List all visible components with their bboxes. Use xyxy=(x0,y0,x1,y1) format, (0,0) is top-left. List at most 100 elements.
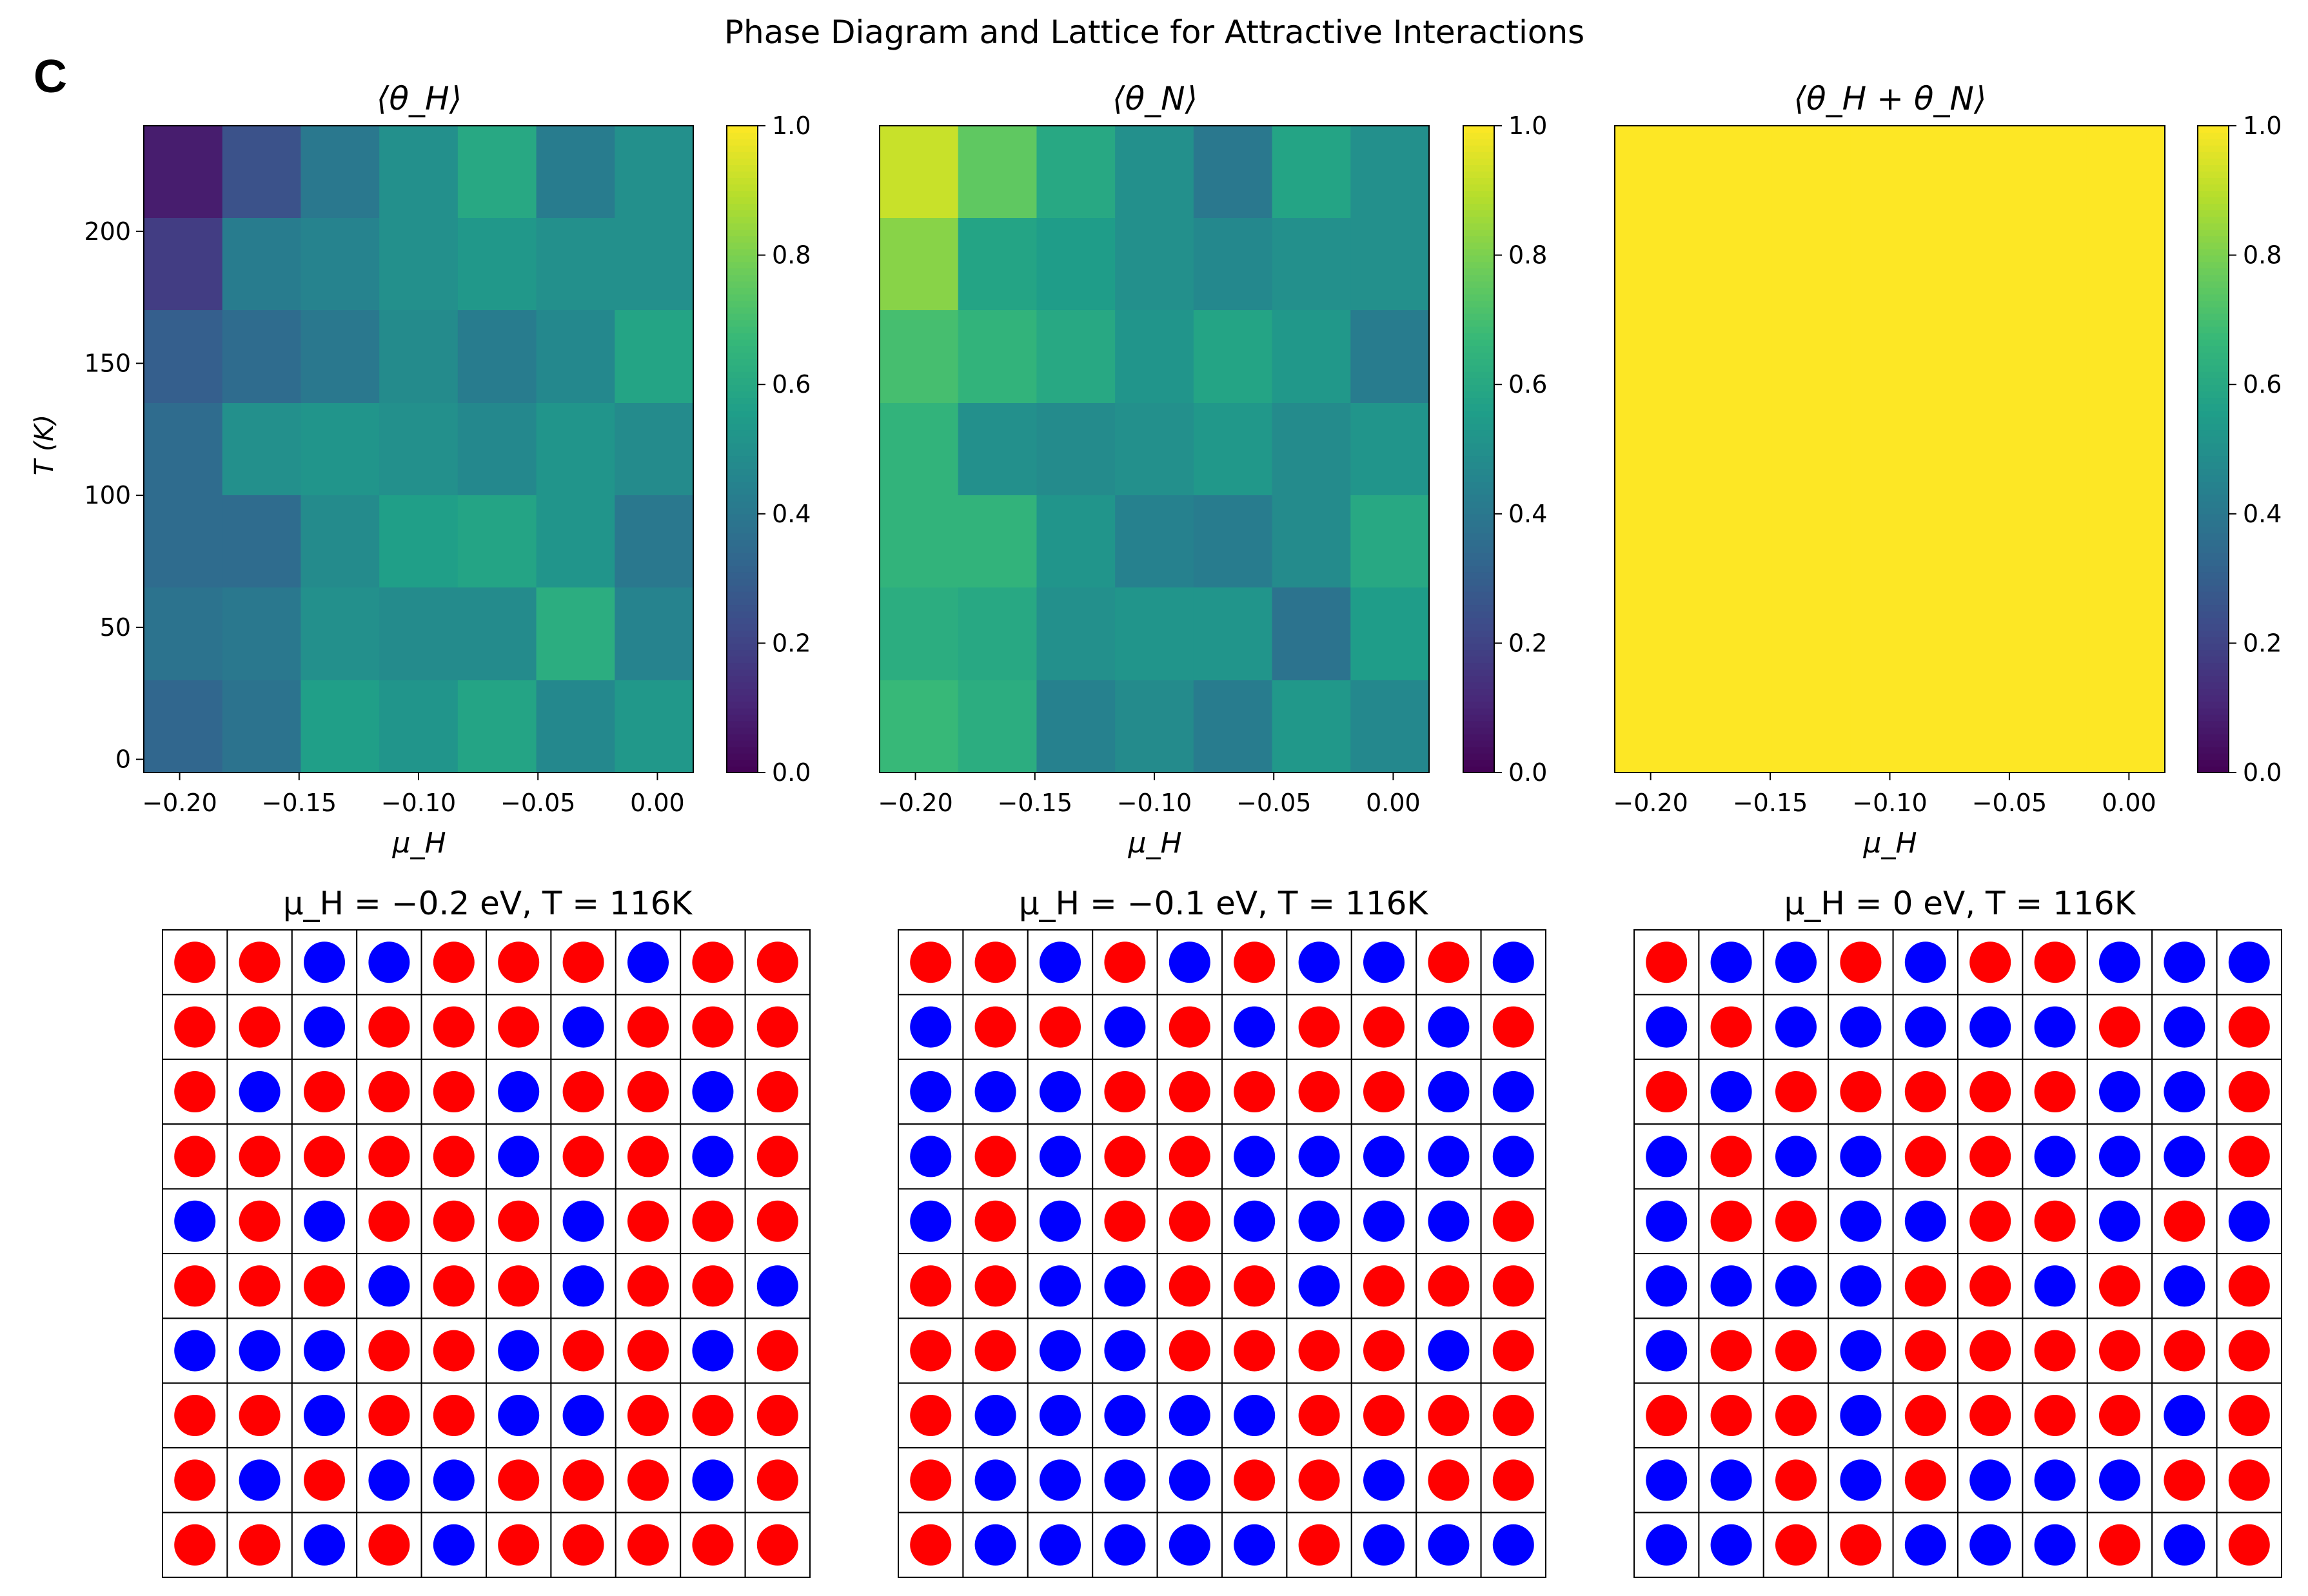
colorbar-segment xyxy=(1463,210,1494,217)
colorbar-segment xyxy=(2198,546,2229,553)
colorbar-segment xyxy=(1463,417,1494,424)
heatmap-cell xyxy=(2086,495,2165,588)
colorbar-segment xyxy=(2198,436,2229,444)
site-n xyxy=(627,941,669,983)
site-n xyxy=(304,1200,345,1242)
site-n xyxy=(2099,1136,2140,1177)
x-tick-label: −0.15 xyxy=(1733,789,1808,817)
heatmap-cell xyxy=(1929,310,2008,404)
lattice-cell xyxy=(744,1447,811,1513)
x-tick-label: −0.05 xyxy=(1972,789,2047,817)
colorbar-segment xyxy=(1463,707,1494,715)
colorbar-segment xyxy=(1463,371,1494,379)
x-tick-label: −0.20 xyxy=(1613,789,1688,817)
site-h xyxy=(562,1524,604,1566)
site-h xyxy=(2099,1265,2140,1307)
colorbar-segment xyxy=(2198,268,2229,275)
colorbar-segment xyxy=(1463,293,1494,301)
site-h xyxy=(1904,1265,1946,1307)
x-tick-label: −0.10 xyxy=(381,789,456,817)
heatmap-cell xyxy=(1615,218,1694,311)
colorbar-segment xyxy=(2198,669,2229,676)
site-h xyxy=(239,1006,281,1048)
heatmap-cell xyxy=(222,310,302,404)
colorbar-segment xyxy=(727,248,758,256)
site-n xyxy=(1040,1330,1081,1372)
site-h xyxy=(2228,1265,2270,1307)
colorbar-segment xyxy=(1463,339,1494,346)
colorbar-segment xyxy=(727,559,758,566)
x-tick-label: −0.05 xyxy=(1236,789,1311,817)
site-n xyxy=(1363,1459,1405,1501)
site-n xyxy=(498,1136,540,1177)
panel-letter: C xyxy=(34,51,67,103)
site-h xyxy=(1710,1395,1752,1436)
heatmap-cell xyxy=(457,587,537,681)
colorbar-segment xyxy=(2198,190,2229,198)
colorbar-segment xyxy=(1463,132,1494,139)
site-h xyxy=(174,1071,216,1112)
colorbar-segment xyxy=(1463,184,1494,192)
heatmap-cell xyxy=(1615,403,1694,496)
colorbar-segment xyxy=(2198,765,2229,773)
lattice-cell xyxy=(1156,1123,1223,1190)
colorbar-segment xyxy=(727,429,758,437)
heatmap-cell xyxy=(1115,310,1194,404)
heatmap-cell xyxy=(615,495,694,588)
colorbar-segment xyxy=(2198,139,2229,146)
site-n xyxy=(1646,1265,1688,1307)
site-h xyxy=(1234,941,1276,983)
colorbar-segment xyxy=(727,371,758,379)
colorbar-segment xyxy=(727,197,758,204)
x-tick-label: −0.20 xyxy=(878,789,952,817)
colorbar-segment xyxy=(727,404,758,411)
site-n xyxy=(1840,1265,1882,1307)
site-n xyxy=(1104,1524,1146,1566)
colorbar-segment xyxy=(1463,171,1494,179)
colorbar-segment xyxy=(2198,630,2229,638)
colorbar-segment xyxy=(2198,611,2229,618)
colorbar-segment xyxy=(727,274,758,282)
colorbar-segment xyxy=(727,578,758,586)
colorbar-segment xyxy=(727,164,758,172)
site-h xyxy=(974,1200,1016,1242)
heatmap-cell xyxy=(1115,680,1194,773)
colorbar-segment xyxy=(727,216,758,224)
colorbar-segment xyxy=(2198,714,2229,722)
site-n xyxy=(498,1395,540,1436)
heatmap-cell xyxy=(958,587,1038,681)
site-h xyxy=(1904,1136,1946,1177)
heatmap-cell xyxy=(1929,680,2008,773)
colorbar-segment xyxy=(2198,255,2229,262)
site-n xyxy=(1040,1265,1081,1307)
colorbar-segment xyxy=(727,423,758,431)
colorbar-segment xyxy=(727,306,758,314)
colorbar-segment xyxy=(1463,332,1494,340)
colorbar-segment xyxy=(1463,481,1494,489)
site-n xyxy=(304,1524,345,1566)
colorbar-segment xyxy=(727,339,758,346)
colorbar-segment xyxy=(2198,313,2229,320)
site-n xyxy=(1492,1524,1534,1566)
colorbar-segment xyxy=(2198,513,2229,521)
site-h xyxy=(1904,1330,1946,1372)
heatmap-cell xyxy=(2086,587,2165,681)
heatmap-cell xyxy=(457,680,537,773)
colorbar-segment xyxy=(2198,552,2229,560)
site-n xyxy=(1904,1200,1946,1242)
colorbar-segment xyxy=(727,210,758,217)
colorbar-segment xyxy=(727,533,758,540)
colorbar-segment xyxy=(727,649,758,657)
site-h xyxy=(2228,1524,2270,1566)
heatmap-cell xyxy=(1693,680,1773,773)
heatmap-cell xyxy=(536,403,615,496)
colorbar-tick-label: 0.4 xyxy=(772,500,811,528)
site-h xyxy=(756,1136,798,1177)
site-n xyxy=(1169,1459,1210,1501)
y-tick-label: 200 xyxy=(84,217,131,246)
colorbar-segment xyxy=(727,139,758,146)
colorbar-segment xyxy=(2198,319,2229,327)
colorbar-segment xyxy=(2198,488,2229,495)
site-h xyxy=(1840,1071,1882,1112)
colorbar-segment xyxy=(2198,688,2229,696)
